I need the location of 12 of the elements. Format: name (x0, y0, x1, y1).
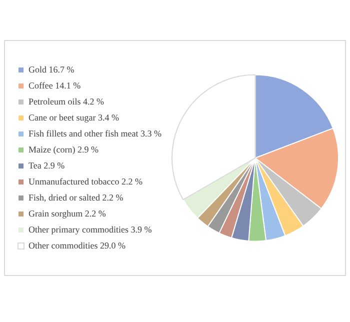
legend-label: Grain sorghum 2.2 % (28, 208, 106, 218)
legend-label: Other primary commodities 3.9 % (28, 224, 152, 234)
legend-label: Fish fillets and other fish meat 3.3 % (28, 128, 162, 138)
legend-label: Unmanufactured tobacco 2.2 % (28, 176, 143, 186)
legend-label: Cane or beet sugar 3.4 % (28, 112, 120, 122)
legend-label: Tea 2.9 % (28, 160, 66, 170)
legend-label: Other commodities 29.0 % (28, 240, 126, 250)
legend-label: Maize (corn) 2.9 % (28, 144, 99, 154)
legend-label: Gold 16.7 % (28, 64, 75, 74)
legend-label: Coffee 14.1 % (28, 80, 82, 90)
legend-label: Fish, dried or salted 2.2 % (28, 192, 124, 202)
legend-label: Petroleum oils 4.2 % (28, 96, 104, 106)
